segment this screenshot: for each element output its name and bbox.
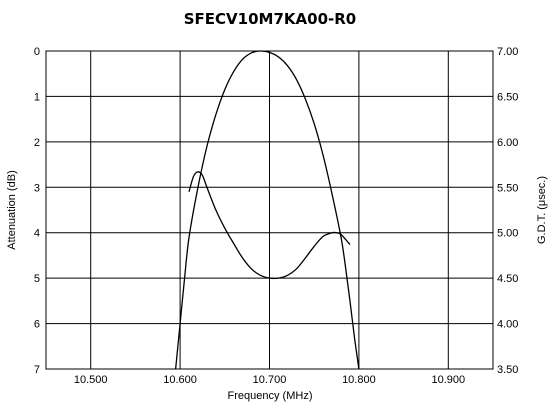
y-left-tick-label: 6 xyxy=(34,319,40,331)
y-right-tick-label: 4.50 xyxy=(497,273,518,285)
plot-grid xyxy=(46,50,493,370)
y-left-tick-label: 0 xyxy=(34,46,40,58)
y-axis-right-label: G.D.T. (μsec.) xyxy=(536,176,548,244)
x-tick-label: 10.600 xyxy=(163,374,197,386)
y-right-tick-label: 4.00 xyxy=(497,319,518,331)
y-left-tick-label: 2 xyxy=(34,137,40,149)
x-axis-label: Frequency (MHz) xyxy=(228,390,313,402)
y-right-tick-label: 6.00 xyxy=(497,137,518,149)
y-left-tick-label: 5 xyxy=(34,273,40,285)
x-tick-label: 10.700 xyxy=(253,374,287,386)
y-axis-left-label: Attenuation (dB) xyxy=(6,170,18,250)
y-right-tick-label: 5.50 xyxy=(497,182,518,194)
tick-labels: 10.500 10.600 10.700 10.800 10.900 0 1 2 3 4 5 6 7 7.… xyxy=(34,46,519,386)
series-lines xyxy=(174,50,360,370)
x-tick-label: 10.500 xyxy=(74,374,108,386)
y-left-tick-label: 3 xyxy=(34,182,40,194)
chart-title: SFECV10M7KA00-R0 xyxy=(184,10,356,28)
attenuation-series-line xyxy=(174,50,360,370)
y-right-tick-label: 3.50 xyxy=(497,364,518,376)
plot-frame xyxy=(45,50,494,370)
y-left-tick-label: 7 xyxy=(34,364,40,376)
y-right-tick-label: 7.00 xyxy=(497,46,518,58)
y-left-tick-label: 1 xyxy=(34,91,40,103)
x-tick-label: 10.800 xyxy=(342,374,376,386)
y-right-tick-label: 5.00 xyxy=(497,228,518,240)
y-left-tick-label: 4 xyxy=(34,228,40,240)
x-tick-label: 10.900 xyxy=(431,374,465,386)
y-right-tick-label: 6.50 xyxy=(497,91,518,103)
gdt-series-line xyxy=(188,171,351,280)
